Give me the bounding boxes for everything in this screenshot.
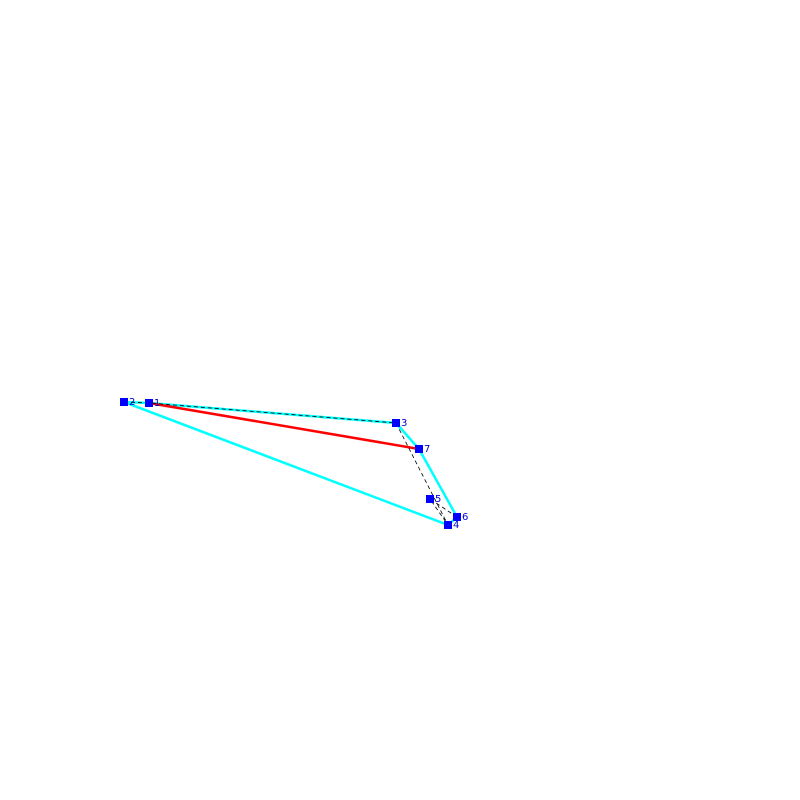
node <box>145 399 153 407</box>
node-label: 3 <box>401 418 407 429</box>
node-label: 1 <box>154 398 160 409</box>
node <box>392 419 400 427</box>
dashed-path <box>123 401 449 526</box>
node <box>415 445 423 453</box>
node-label: 5 <box>435 494 441 505</box>
node <box>120 398 128 406</box>
node <box>453 513 461 521</box>
node-label: 7 <box>424 444 430 455</box>
node-label: 6 <box>462 512 468 523</box>
node-label: 2 <box>129 397 135 408</box>
node <box>426 495 434 503</box>
node <box>444 521 452 529</box>
red-edge <box>148 401 420 451</box>
dashed-path <box>429 498 458 526</box>
node-label: 4 <box>453 520 459 531</box>
